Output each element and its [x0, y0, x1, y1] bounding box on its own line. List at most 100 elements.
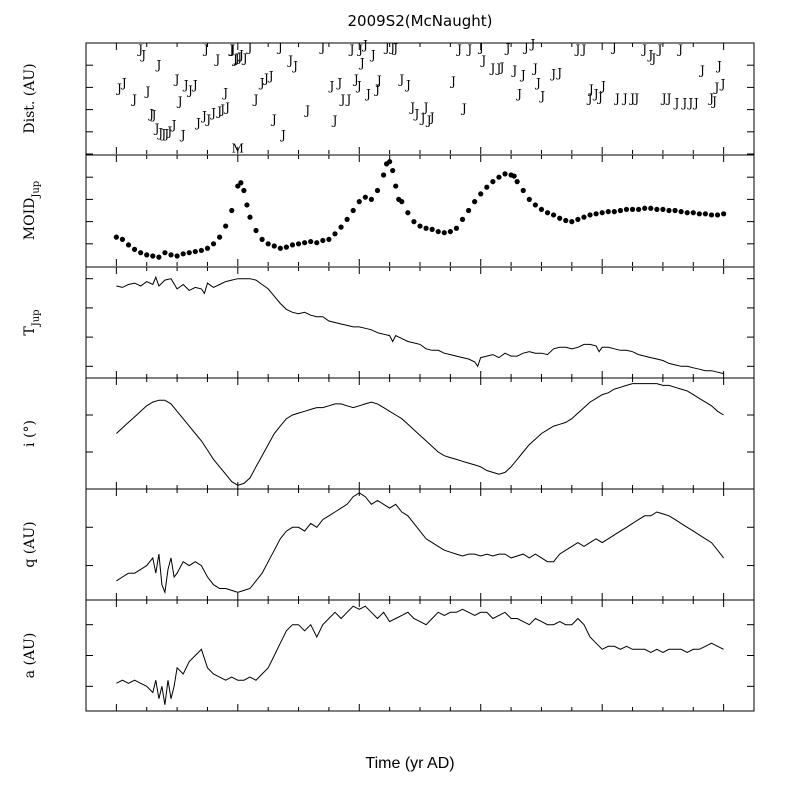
data-point: [344, 216, 350, 222]
marker-J: J: [120, 76, 127, 90]
data-point: [721, 211, 727, 217]
marker-J: J: [338, 93, 345, 107]
marker-J: J: [204, 112, 211, 126]
data-point: [599, 210, 605, 216]
series-line: [116, 383, 724, 486]
data-point: [551, 212, 557, 218]
data-point: [587, 212, 593, 218]
marker-J: J: [279, 128, 286, 142]
marker-J: J: [331, 114, 338, 128]
data-point: [314, 240, 320, 246]
marker-J: J: [413, 107, 420, 121]
data-point: [138, 250, 144, 256]
marker-J: J: [555, 66, 562, 80]
marker-J: J: [522, 40, 529, 54]
marker-J: J: [586, 91, 593, 105]
data-point: [283, 244, 289, 250]
marker-J: J: [115, 81, 122, 95]
data-point: [119, 236, 126, 242]
marker-J: J: [270, 112, 277, 126]
data-point: [192, 248, 198, 255]
data-point: [629, 206, 636, 212]
marker-J: J: [182, 78, 189, 92]
data-point: [271, 243, 277, 249]
marker-J: J: [610, 40, 617, 54]
data-point: [605, 209, 611, 215]
marker-J: J: [375, 74, 382, 88]
marker-J: J: [209, 106, 216, 120]
data-point: [235, 183, 241, 189]
marker-J: J: [587, 83, 594, 97]
data-point: [244, 202, 250, 208]
data-point: [356, 199, 362, 205]
data-point: [265, 241, 271, 247]
panel-a: a (AU): [22, 605, 754, 705]
data-point: [496, 174, 502, 180]
y-axis-label: a (AU): [22, 633, 38, 679]
marker-J: J: [369, 48, 376, 62]
data-point: [502, 171, 508, 177]
marker-J: J: [246, 40, 253, 54]
marker-J: J: [698, 64, 705, 78]
marker-J: J: [686, 96, 693, 110]
data-point: [423, 225, 429, 231]
y-axis-label-text: i (°): [22, 420, 38, 447]
marker-J: J: [680, 96, 687, 110]
marker-J: J: [358, 56, 365, 70]
data-point: [654, 206, 660, 212]
data-point: [338, 224, 344, 230]
y-axis-label-subscript: Jup: [31, 181, 42, 199]
data-point: [380, 172, 387, 178]
marker-J: J: [519, 68, 526, 82]
marker-J: J: [515, 87, 522, 101]
data-point: [593, 211, 599, 217]
marker-J: J: [241, 51, 248, 65]
marker-J: J: [159, 127, 166, 141]
panel-incl: i (°): [22, 383, 754, 490]
data-point: [557, 215, 563, 221]
panel-tjup: TJup: [22, 275, 754, 375]
data-point: [368, 196, 375, 202]
data-point: [174, 253, 180, 259]
data-point: [532, 202, 538, 208]
marker-J: J: [345, 93, 352, 107]
data-point: [350, 207, 356, 214]
y-axis-label-text: T: [22, 326, 38, 336]
y-axis-label-subscript: Jup: [31, 309, 42, 327]
y-axis-label: TJup: [22, 309, 42, 335]
data-point: [459, 216, 466, 222]
marker-J: J: [233, 51, 240, 65]
y-axis-label: q (AU): [22, 521, 38, 567]
marker-J: J: [356, 43, 363, 57]
y-axis-label-text: Dist. (AU): [22, 63, 38, 133]
marker-J: J: [715, 59, 722, 73]
marker-J: J: [218, 102, 225, 116]
marker-J: J: [592, 87, 599, 101]
data-point: [623, 206, 630, 212]
y-axis-label: MOIDJup: [22, 181, 42, 240]
data-point: [617, 207, 624, 214]
data-point: [672, 207, 678, 214]
marker-J: J: [229, 43, 236, 57]
data-point: [666, 207, 672, 214]
marker-J: J: [335, 76, 342, 90]
marker-J: J: [655, 43, 662, 57]
marker-J: J: [258, 76, 265, 90]
data-point: [411, 219, 417, 225]
data-point: [636, 206, 642, 212]
marker-J: J: [352, 73, 359, 87]
data-point: [569, 219, 575, 225]
marker-J: J: [628, 91, 635, 105]
marker-J: J: [676, 43, 683, 57]
y-axis-label-text: q (AU): [22, 521, 38, 567]
data-point: [320, 237, 326, 244]
series-line: [116, 605, 724, 705]
data-point: [563, 217, 569, 224]
marker-J: J: [328, 79, 335, 93]
marker-J: J: [364, 87, 371, 101]
data-point: [581, 214, 587, 220]
marker-J: J: [504, 41, 511, 55]
data-point: [113, 234, 119, 240]
